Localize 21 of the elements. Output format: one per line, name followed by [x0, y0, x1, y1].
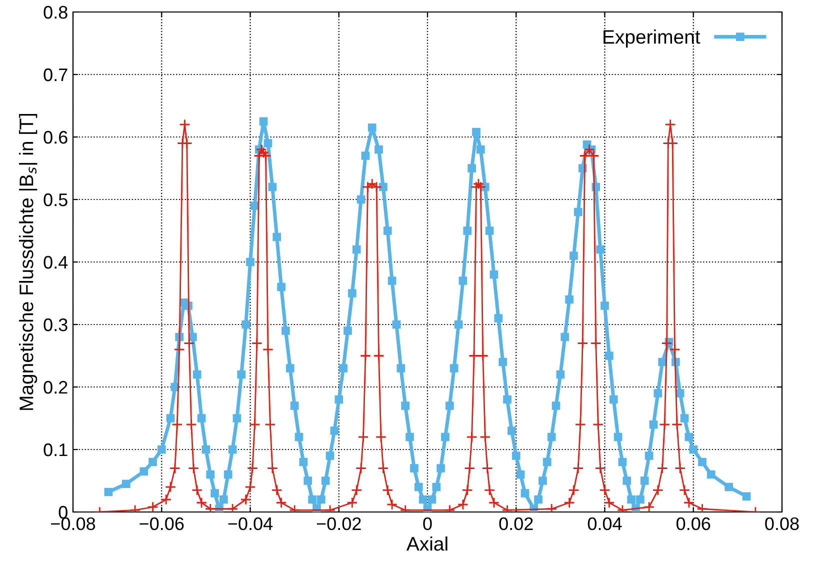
x-tick-label: 0.04	[588, 517, 622, 530]
y-tick-label: 0.5	[44, 193, 68, 206]
x-tick-label: 0	[423, 517, 432, 530]
x-tick-label: 0.06	[676, 517, 710, 530]
y-tick-label: 0.1	[44, 443, 68, 456]
x-axis-title: Axial	[406, 536, 448, 551]
legend-label: Experiment	[604, 30, 700, 48]
x-tick-label: −0.08	[51, 517, 96, 530]
x-tick-label: 0.08	[765, 517, 799, 530]
y-tick-label: 0.7	[44, 68, 68, 82]
y-tick-label: 0.8	[44, 6, 68, 19]
x-tick-label: −0.06	[140, 517, 184, 530]
y-tick-label: 0	[58, 506, 68, 519]
x-tick-label: −0.04	[228, 517, 273, 530]
x-tick-label: 0.02	[499, 517, 533, 530]
y-tick-label: 0.2	[44, 380, 68, 394]
y-axis-title: Magnetische Flussdichte |B$_{s}$| in [T]	[19, 114, 38, 410]
y-tick-label: 0.3	[44, 318, 68, 332]
y-tick-label: 0.6	[44, 130, 68, 144]
y-tick-label: 0.4	[44, 256, 68, 269]
x-tick-label: −0.02	[316, 517, 361, 530]
